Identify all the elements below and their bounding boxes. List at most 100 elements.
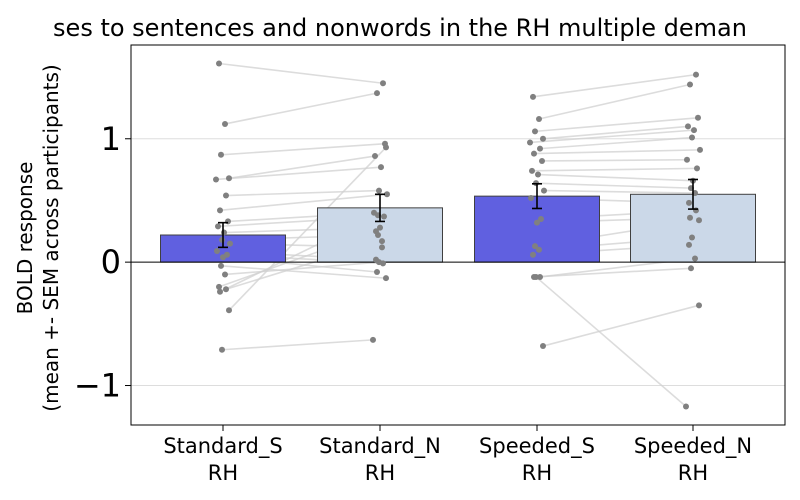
standard-point-b-15: [383, 275, 389, 282]
speeded-point-a-9: [535, 171, 541, 178]
error-bar-0: [218, 221, 228, 249]
speeded-point-a-16: [536, 246, 542, 253]
speeded-point-a-5: [537, 145, 543, 152]
plot-frame: [130, 44, 786, 426]
speeded-point-a-15: [532, 243, 538, 250]
standard-point-b-11: [379, 244, 385, 251]
standard-point-b-4: [378, 164, 384, 171]
speeded-pair-line-5: [539, 136, 693, 150]
speeded-point-b-5: [689, 134, 695, 141]
speeded-pair-line-4: [529, 129, 695, 144]
speeded-point-a-13: [538, 215, 544, 222]
standard-point-a-18: [223, 286, 229, 293]
standard-point-b-20: [383, 144, 389, 151]
standard-point-a-11: [227, 240, 233, 247]
x-tick-sublabel-0: RH: [208, 461, 238, 485]
standard-point-a-12: [214, 248, 220, 255]
x-tick-sublabel-3: RH: [678, 461, 708, 485]
standard-point-a-4: [213, 176, 219, 183]
standard-point-b-9: [377, 224, 383, 231]
standard-point-b-21: [370, 336, 376, 343]
standard-point-b-6: [384, 191, 390, 198]
speeded-point-b-20: [696, 302, 702, 309]
speeded-point-b-8: [694, 165, 700, 172]
x-tick-label-1: Standard_N: [319, 434, 441, 459]
speeded-point-b-19: [688, 265, 694, 272]
speeded-point-a-1: [536, 116, 542, 123]
standard-pair-line-2: [220, 142, 386, 156]
standard-point-a-19: [217, 288, 223, 295]
standard-point-a-10: [219, 236, 225, 243]
x-tick-sublabel-1: RH: [365, 461, 395, 485]
standard-point-a-20: [226, 307, 232, 314]
standard-point-a-8: [215, 223, 221, 230]
speeded-pair-line-0: [532, 73, 697, 98]
speeded-point-a-0: [530, 93, 536, 100]
x-tick-label-2: Speeded_S: [479, 434, 595, 459]
x-tick-label-0: Standard_S: [163, 434, 282, 459]
speeded-point-b-6: [697, 146, 703, 153]
speeded-pair-line-2: [534, 116, 699, 133]
speeded-pair-line-21: [535, 276, 687, 408]
standard-point-a-3: [226, 175, 232, 182]
y-tick-label-2: 1: [101, 120, 121, 158]
speeded-pair-line-9: [537, 173, 694, 182]
speeded-point-b-15: [696, 217, 702, 224]
standard-point-b-1: [374, 90, 380, 97]
speeded-pair-line-20: [542, 304, 700, 347]
y-tick-label-1: 0: [101, 243, 121, 281]
y-axis-ticks: −1 0 1: [74, 120, 131, 405]
standard-point-a-0: [216, 60, 222, 67]
speeded-pair-line-3: [542, 125, 689, 140]
speeded-point-b-18: [692, 255, 698, 262]
standard-pair-line-1: [224, 92, 378, 125]
standard-pair-line-16: [224, 261, 380, 276]
standard-pair-line-6: [219, 193, 388, 212]
x-axis-ticks: Standard_SRHStandard_NRHSpeeded_SRHSpeed…: [163, 425, 752, 485]
speeded-point-b-14: [687, 214, 693, 221]
y-axis-label-line2: (mean +- SEM across participants): [39, 64, 63, 411]
standard-point-b-8: [381, 213, 387, 220]
standard-point-b-5: [376, 187, 382, 194]
speeded-point-a-12: [528, 194, 534, 201]
speeded-point-a-14: [534, 219, 540, 226]
standard-pair-line-20: [228, 146, 387, 311]
speeded-pair-line-19: [533, 267, 692, 278]
speeded-point-a-2: [532, 128, 538, 135]
standard-point-a-2: [218, 151, 224, 158]
speeded-pair-line-10: [535, 182, 692, 189]
standard-point-b-18: [379, 238, 385, 245]
error-bars: [218, 178, 698, 249]
speeded-point-b-16: [689, 234, 695, 241]
speeded-point-b-13: [693, 207, 699, 214]
standard-point-b-16: [376, 259, 382, 266]
speeded-point-a-21: [533, 273, 539, 280]
y-tick-label-0: −1: [74, 367, 121, 405]
speeded-point-b-21: [683, 403, 689, 410]
standard-point-a-21: [219, 346, 225, 353]
speeded-point-b-3: [685, 123, 691, 130]
y-axis-label-line1: BOLD response: [13, 162, 37, 315]
standard-point-a-6: [217, 207, 223, 214]
speeded-point-a-17: [530, 251, 536, 258]
standard-point-a-5: [223, 192, 229, 199]
standard-point-a-1: [222, 120, 228, 127]
speeded-point-b-12: [686, 199, 692, 206]
standard-pair-line-5: [225, 189, 380, 197]
y-axis-label: BOLD response (mean +- SEM across partic…: [13, 64, 63, 411]
x-tick-sublabel-2: RH: [522, 461, 552, 485]
error-bar-1: [375, 193, 385, 223]
speeded-point-a-6: [531, 150, 537, 157]
standard-pair-line-4: [215, 166, 382, 181]
standard-pair-line-3: [228, 155, 376, 180]
speeded-point-b-2: [695, 114, 701, 121]
participant-lines: [215, 62, 701, 408]
speeded-pair-line-8: [531, 167, 698, 172]
speeded-point-a-3: [540, 135, 546, 142]
speeded-pair-line-1: [538, 83, 691, 120]
speeded-pair-line-6: [533, 149, 701, 155]
speeded-point-a-20: [540, 343, 546, 350]
standard-pair-line-0: [218, 62, 384, 85]
speeded-point-a-11: [541, 187, 547, 194]
